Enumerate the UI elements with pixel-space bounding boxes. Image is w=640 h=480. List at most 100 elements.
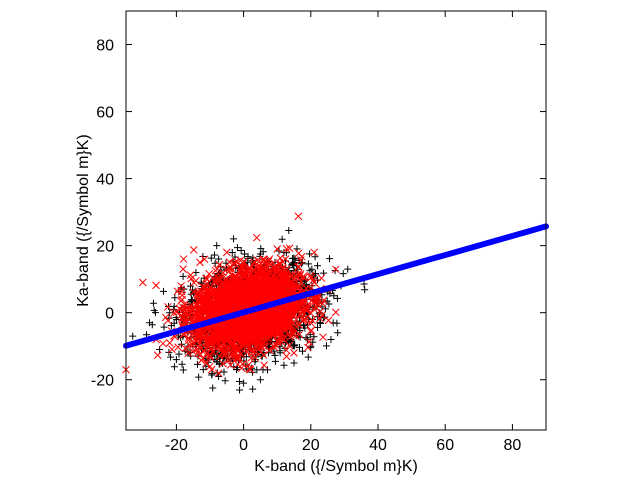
data-point-cross (229, 259, 238, 268)
data-point-cross (308, 316, 317, 325)
x-tick-label: 40 (369, 437, 387, 454)
y-tick-label: 0 (105, 306, 114, 323)
data-point-cross (205, 270, 213, 278)
data-point-cross (226, 300, 234, 309)
data-point-plus (288, 259, 296, 267)
data-point-cross (178, 295, 186, 304)
data-point-plus (244, 254, 252, 262)
data-point-cross (226, 326, 234, 335)
data-point-cross (261, 337, 270, 346)
data-point-cross (249, 347, 258, 356)
data-point-cross (215, 342, 224, 351)
data-point-cross (237, 364, 246, 373)
data-point-cross (272, 341, 280, 349)
data-point-cross (253, 329, 261, 337)
data-point-cross (309, 304, 318, 313)
data-point-plus (280, 361, 288, 369)
x-tick-label: 60 (436, 437, 454, 454)
data-point-plus (253, 366, 261, 374)
data-point-cross (290, 302, 298, 311)
x-tick-label: 0 (239, 437, 248, 454)
data-point-cross (307, 326, 316, 335)
data-point-cross (214, 276, 223, 285)
data-point-cross (255, 329, 263, 338)
data-point-cross (206, 362, 214, 371)
data-point-cross (196, 350, 204, 358)
data-point-cross (190, 278, 198, 287)
data-point-cross (228, 266, 237, 274)
data-point-cross (258, 343, 266, 352)
data-point-cross (223, 278, 231, 286)
plot-frame (125, 10, 547, 431)
data-point-cross (252, 233, 261, 242)
data-point-plus (361, 286, 369, 294)
data-point-cross (232, 291, 241, 300)
data-point-plus (213, 242, 221, 250)
data-point-cross (306, 271, 315, 280)
data-point-plus (278, 235, 286, 243)
data-point-cross (287, 302, 295, 310)
data-point-cross (276, 254, 285, 262)
data-point-plus (298, 259, 306, 267)
data-point-cross (287, 322, 296, 330)
data-point-cross (265, 318, 274, 326)
data-point-cross (251, 353, 259, 362)
data-point-plus (188, 296, 196, 304)
data-point-cross (239, 317, 248, 325)
data-point-plus (228, 249, 236, 257)
data-point-cross (290, 349, 298, 357)
data-point-cross (179, 255, 188, 263)
data-point-cross (318, 299, 327, 308)
data-point-cross (229, 284, 238, 293)
data-point-plus (170, 319, 178, 327)
data-point-cross (239, 257, 248, 266)
data-point-cross (170, 309, 178, 317)
data-point-cross (265, 346, 274, 355)
data-point-cross (204, 287, 213, 296)
data-point-cross (243, 348, 252, 356)
data-point-cross (282, 352, 291, 361)
x-tick-label: 20 (302, 437, 320, 454)
data-point-cross (256, 319, 264, 328)
data-point-cross (304, 343, 312, 352)
data-point-cross (196, 258, 204, 267)
data-point-cross (245, 277, 254, 285)
data-point-plus (306, 250, 314, 258)
data-point-plus (282, 339, 290, 347)
data-point-cross (294, 212, 303, 221)
data-point-cross (233, 324, 241, 332)
data-point-plus (291, 341, 299, 349)
data-point-plus (160, 323, 168, 331)
data-point-cross (273, 245, 282, 253)
data-point-cross (223, 291, 231, 300)
data-point-cross (282, 245, 291, 253)
data-point-cross (271, 287, 279, 296)
data-point-plus (285, 227, 293, 235)
data-point-plus (166, 309, 174, 317)
data-point-plus (322, 342, 330, 350)
data-point-cross (189, 246, 198, 254)
data-point-cross (305, 337, 314, 346)
x-tick-label: 80 (504, 437, 522, 454)
data-point-plus (311, 253, 319, 261)
data-point-cross (275, 278, 284, 287)
data-point-plus (287, 336, 295, 344)
data-point-cross (253, 274, 262, 283)
data-point-cross (238, 283, 246, 292)
data-point-plus (151, 309, 159, 317)
data-point-cross (285, 244, 294, 253)
data-point-plus (236, 386, 244, 394)
data-point-plus (282, 333, 290, 341)
data-point-cross (215, 260, 224, 269)
y-tick-label: 20 (96, 239, 114, 256)
data-point-cross (203, 285, 212, 294)
data-point-cross (299, 272, 308, 281)
data-point-cross (177, 287, 186, 296)
data-point-cross (214, 369, 223, 378)
data-point-cross (219, 268, 227, 277)
data-point-plus (172, 356, 180, 364)
data-point-plus (146, 319, 154, 327)
data-point-plus (240, 379, 248, 387)
